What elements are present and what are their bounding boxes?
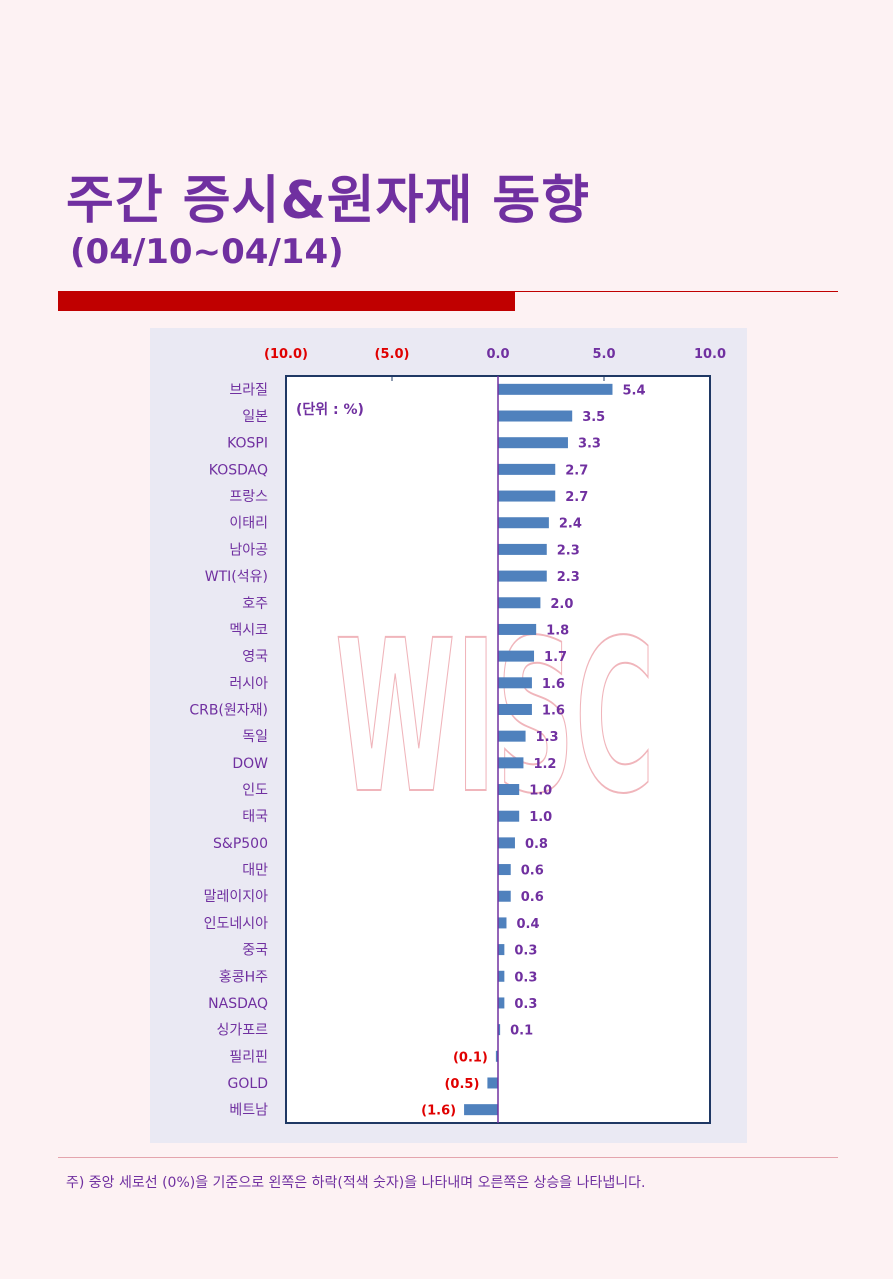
watermark-text: WISC [335,595,655,840]
unit-label: (단위 : %) [296,401,364,418]
category-label: 싱가포르 [216,1023,268,1039]
bar [498,784,520,796]
x-tick-label: (5.0) [375,347,410,362]
bar [498,410,573,422]
category-label: 남아공 [229,542,268,558]
value-label: 2.3 [557,570,580,585]
value-label: 2.7 [565,463,588,478]
bar [498,597,541,609]
bar [498,650,535,662]
value-label: 0.6 [521,890,544,905]
bar [498,703,532,715]
category-label: 독일 [242,729,268,745]
value-label: (0.5) [444,1077,479,1092]
bar [498,944,505,956]
category-label: CRB(원자재) [189,702,268,718]
bar [498,810,520,822]
value-label: 0.4 [516,917,539,932]
value-label: 2.4 [559,517,582,532]
bar [498,1024,501,1036]
page-title: 주간 증시&원자재 동향 [66,171,591,231]
bar [495,1050,498,1062]
value-label: 0.1 [510,1024,533,1039]
category-label: WTI(석유) [205,569,268,585]
category-label: 인도네시아 [204,916,269,932]
value-label: 0.3 [514,997,537,1012]
category-label: KOSPI [227,436,268,452]
value-label: 1.6 [542,677,565,692]
bar [498,970,505,982]
bar [498,917,507,929]
bar [464,1104,498,1116]
bar [498,730,526,742]
value-label: 1.3 [536,730,559,745]
category-label: 대만 [242,863,268,879]
x-tick-label: (10.0) [264,347,308,362]
bar [498,837,515,849]
bar [498,757,524,769]
bar [487,1077,498,1089]
category-label: GOLD [228,1076,268,1092]
value-label: 0.3 [514,970,537,985]
category-label: 프랑스 [229,489,268,505]
category-label: 태국 [242,809,268,825]
category-label: 필리핀 [229,1049,268,1065]
value-label: 3.5 [582,410,605,425]
value-label: 5.4 [622,383,645,398]
bar [498,623,537,635]
bar [498,997,505,1009]
bar [498,890,511,902]
x-tick-label: 0.0 [486,347,509,362]
category-label: 브라질 [229,382,268,398]
value-label: 1.7 [544,650,567,665]
value-label: 3.3 [578,437,601,452]
category-label: DOW [232,756,268,772]
date-range: (04/10~04/14) [70,232,344,272]
value-label: 0.3 [514,944,537,959]
chart-panel: WISC (10.0) (5.0) 0.0 5.0 10.0 브라질 5.4 일본 3.5 KOSP… [150,328,747,1143]
value-label: 1.0 [529,784,552,799]
category-label: 일본 [242,409,268,425]
bar [498,437,568,449]
category-label: 인도 [242,783,268,799]
category-label: S&P500 [213,836,268,852]
category-label: 이태리 [229,516,268,532]
bottom-rule [58,1157,838,1158]
value-label: 1.6 [542,703,565,718]
bar [498,543,547,555]
bar [498,677,532,689]
value-label: (1.6) [421,1104,456,1119]
category-label: KOSDAQ [209,462,268,478]
value-label: 0.6 [521,864,544,879]
category-label: 멕시코 [229,622,268,638]
bar [498,517,549,529]
title-rule-thick [58,291,515,311]
category-label: 호주 [242,596,268,612]
value-label: (0.1) [453,1050,488,1065]
bar [498,864,511,876]
value-label: 1.2 [533,757,556,772]
value-label: 2.3 [557,543,580,558]
bar [498,490,556,502]
category-label: 홍콩H주 [219,969,268,985]
category-label: NASDAQ [208,996,268,1012]
footnote: 주) 중앙 세로선 (0%)을 기준으로 왼쪽은 하락(적색 숫자)을 나타내며… [66,1175,646,1191]
category-label: 러시아 [229,676,268,692]
x-tick-label: 5.0 [592,347,615,362]
bar [498,383,613,395]
category-label: 베트남 [229,1103,268,1119]
category-label: 말레이지아 [204,889,269,905]
category-label: 중국 [242,943,268,959]
value-label: 0.8 [525,837,548,852]
bar [498,463,556,475]
category-label: 영국 [242,649,268,665]
bar [498,570,547,582]
x-tick-label: 10.0 [694,347,726,362]
bar-chart: WISC (10.0) (5.0) 0.0 5.0 10.0 브라질 5.4 일본 3.5 KOSP… [189,347,726,1124]
value-label: 2.7 [565,490,588,505]
value-label: 1.0 [529,810,552,825]
value-label: 2.0 [550,597,573,612]
value-label: 1.8 [546,623,569,638]
